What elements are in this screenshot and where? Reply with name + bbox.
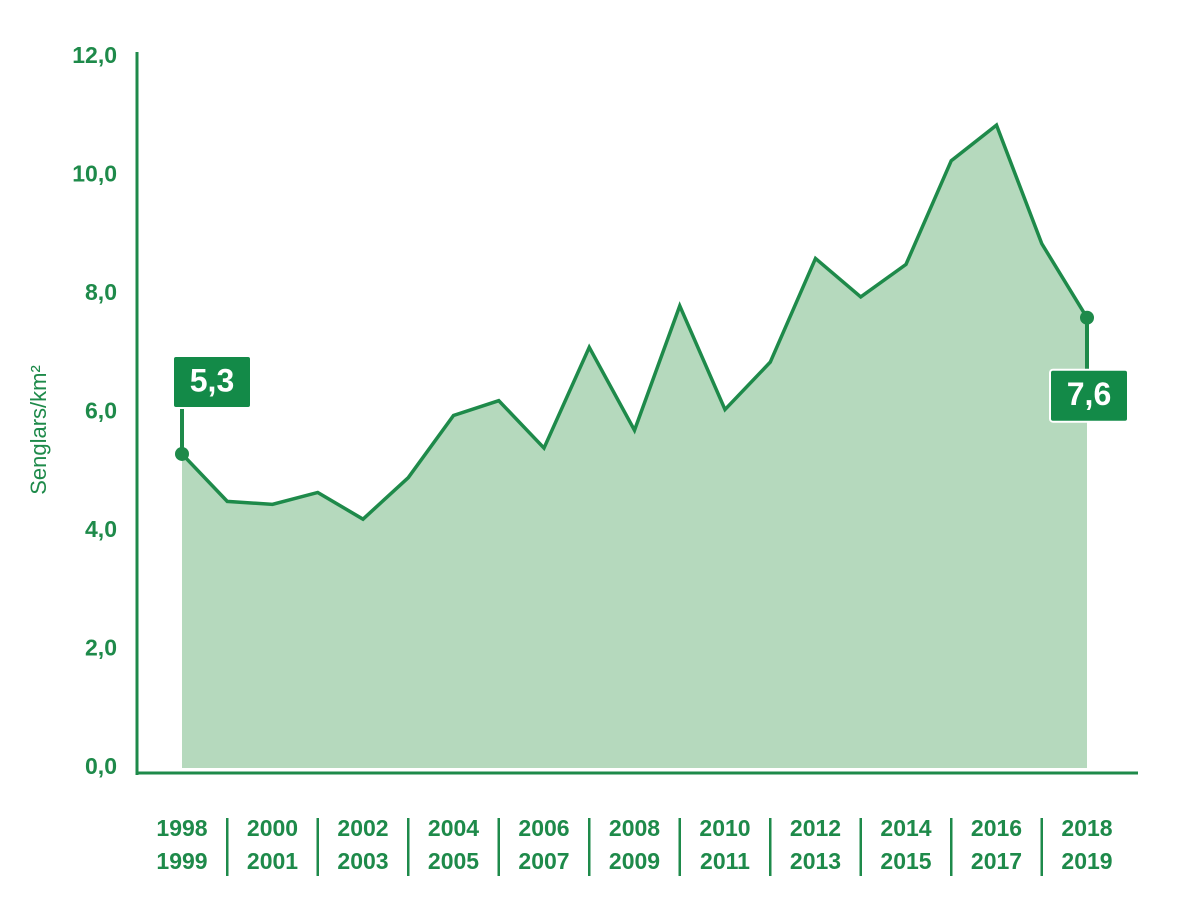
x-tick-label: 2014: [880, 815, 931, 841]
x-tick-label: 2015: [880, 848, 931, 874]
x-tick-label: 2006: [518, 815, 569, 841]
x-tick-label: 2007: [518, 848, 569, 874]
x-tick-label: 2008: [609, 815, 660, 841]
x-tick-label: 2003: [337, 848, 388, 874]
x-tick-label: 1998: [156, 815, 207, 841]
point: [175, 446, 189, 461]
x-tick-label: 2012: [790, 815, 841, 841]
y-tick-label: 8,0: [85, 279, 117, 305]
label-box: [1049, 368, 1129, 423]
x-tick-label: 2011: [700, 848, 750, 874]
x-tick-label: 2013: [790, 848, 841, 874]
x-tick-label: 2005: [428, 848, 479, 874]
value-label: 5,3: [190, 362, 234, 398]
x-tick-label: 2000: [247, 815, 298, 841]
x-tick-label: 2004: [428, 815, 479, 841]
y-tick-label: 6,0: [85, 398, 117, 424]
x-tick-label: 2018: [1061, 815, 1112, 841]
x-tick-label: 2019: [1061, 848, 1112, 874]
y-tick-label: 10,0: [72, 161, 117, 187]
y-tick-label: 2,0: [85, 635, 117, 661]
y-tick-label: 4,0: [85, 516, 117, 542]
area-line: [180, 122, 1089, 522]
point: [1080, 310, 1094, 325]
x-tick-label: 2009: [609, 848, 660, 874]
x-tick-label: 2002: [337, 815, 388, 841]
x-tick-label: 2001: [247, 848, 298, 874]
x-tick-label: 2017: [971, 848, 1022, 874]
y-tick-label: 12,0: [72, 42, 117, 68]
x-tick-label: 1999: [156, 848, 207, 874]
y-tick-label: 0,0: [85, 753, 117, 779]
y-axis-label: Senglars/km²: [26, 365, 51, 495]
value-label: 7,6: [1067, 376, 1111, 412]
label-box: [172, 354, 252, 409]
area-fill: [182, 125, 1087, 768]
x-tick-label: 2010: [699, 815, 750, 841]
x-tick-label: 2016: [971, 815, 1022, 841]
